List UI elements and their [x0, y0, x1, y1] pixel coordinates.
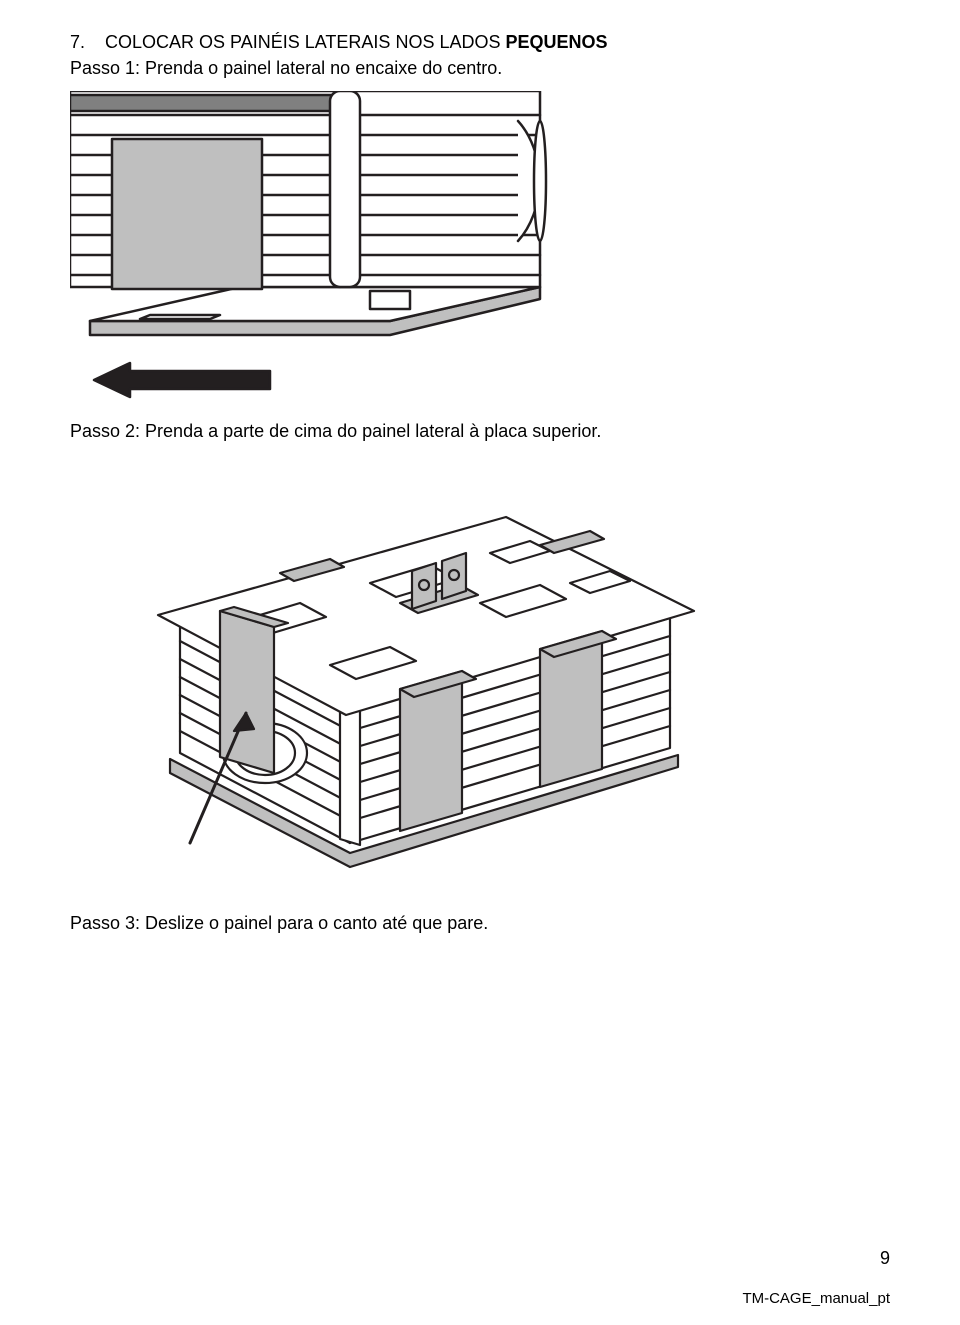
section-number: 7.	[70, 32, 85, 52]
section-heading: 7. COLOCAR OS PAINÉIS LATERAIS NOS LADOS…	[70, 30, 890, 54]
step-2-text: Passo 2: Prenda a parte de cima do paine…	[70, 419, 890, 443]
step-3-text: Passo 3: Deslize o painel para o canto a…	[70, 911, 890, 935]
page-number: 9	[880, 1248, 890, 1269]
step-1-text: Passo 1: Prenda o painel lateral no enca…	[70, 56, 890, 80]
figure-2	[70, 453, 710, 893]
section-title-bold: PEQUENOS	[505, 32, 607, 52]
section-title-plain: COLOCAR OS PAINÉIS LATERAIS NOS LADOS	[105, 32, 505, 52]
footer-slug: TM-CAGE_manual_pt	[742, 1290, 890, 1307]
figure-1	[70, 91, 590, 401]
